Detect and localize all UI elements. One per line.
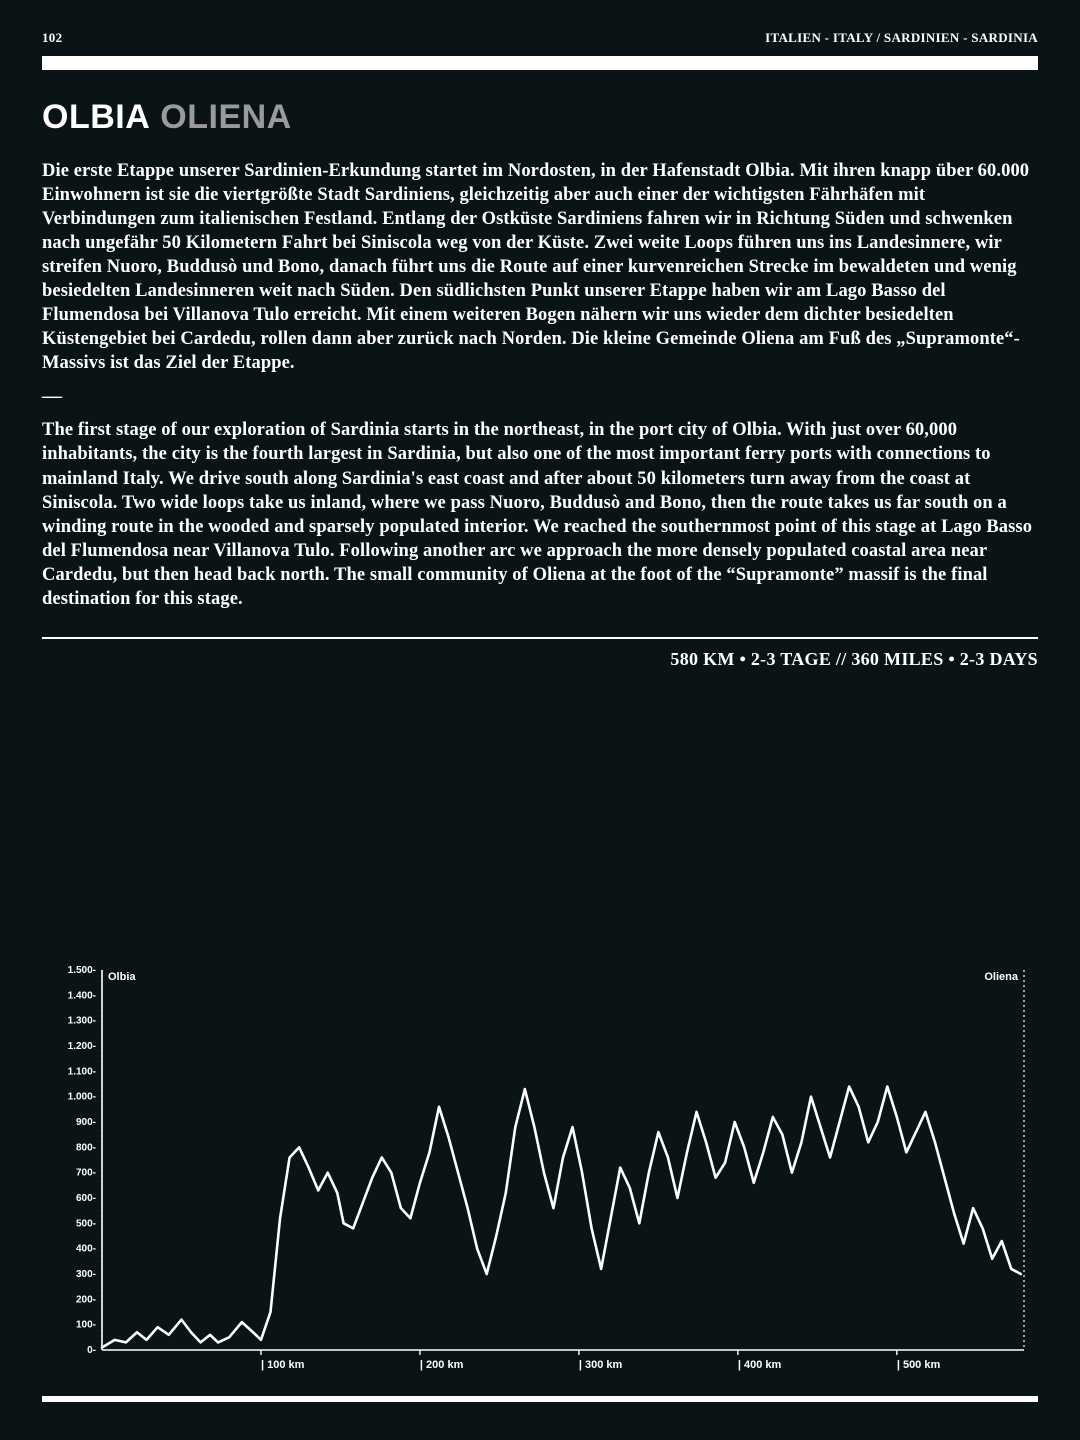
svg-text:1.000-: 1.000- xyxy=(68,1092,96,1103)
page-header: 102 ITALIEN - ITALY / SARDINIEN - SARDIN… xyxy=(42,30,1038,52)
paragraph-separator: — xyxy=(42,385,1038,408)
svg-text:| 200 km: | 200 km xyxy=(420,1359,464,1371)
svg-text:600-: 600- xyxy=(76,1193,96,1204)
page-number: 102 xyxy=(42,30,62,46)
svg-text:900-: 900- xyxy=(76,1117,96,1128)
svg-text:500-: 500- xyxy=(76,1218,96,1229)
svg-text:1.100-: 1.100- xyxy=(68,1066,96,1077)
svg-text:200-: 200- xyxy=(76,1294,96,1305)
svg-text:| 300 km: | 300 km xyxy=(579,1359,623,1371)
svg-text:100-: 100- xyxy=(76,1320,96,1331)
svg-text:700-: 700- xyxy=(76,1168,96,1179)
route-title: OLBIA OLIENA xyxy=(42,98,1038,137)
divider-line xyxy=(42,637,1038,639)
route-stats: 580 KM • 2-3 TAGE // 360 MILES • 2-3 DAY… xyxy=(42,649,1038,670)
svg-text:1.400-: 1.400- xyxy=(68,990,96,1001)
svg-text:Oliena: Oliena xyxy=(984,971,1019,983)
breadcrumb: ITALIEN - ITALY / SARDINIEN - SARDINIA xyxy=(765,30,1038,46)
svg-text:1.500-: 1.500- xyxy=(68,965,96,976)
paragraph-english: The first stage of our exploration of Sa… xyxy=(42,418,1038,610)
svg-text:0-: 0- xyxy=(87,1345,96,1356)
svg-text:1.200-: 1.200- xyxy=(68,1041,96,1052)
paragraph-german: Die erste Etappe unserer Sardinien-Erkun… xyxy=(42,159,1038,375)
svg-text:1.300-: 1.300- xyxy=(68,1016,96,1027)
svg-text:| 100 km: | 100 km xyxy=(261,1359,305,1371)
svg-text:800-: 800- xyxy=(76,1142,96,1153)
header-bar xyxy=(42,56,1038,70)
footer-bar xyxy=(42,1396,1038,1402)
title-origin: OLBIA xyxy=(42,98,150,136)
svg-text:Olbia: Olbia xyxy=(108,971,136,983)
elevation-chart-svg: 0- 100- 200- 300- 400- 500- 600- 700- 800- 900- 1.… xyxy=(42,962,1038,1382)
svg-text:400-: 400- xyxy=(76,1244,96,1255)
title-destination: OLIENA xyxy=(160,98,291,136)
svg-text:| 500 km: | 500 km xyxy=(897,1359,941,1371)
svg-text:300-: 300- xyxy=(76,1269,96,1280)
elevation-chart: 0- 100- 200- 300- 400- 500- 600- 700- 800- 900- 1.… xyxy=(42,962,1038,1402)
svg-text:| 400 km: | 400 km xyxy=(738,1359,782,1371)
